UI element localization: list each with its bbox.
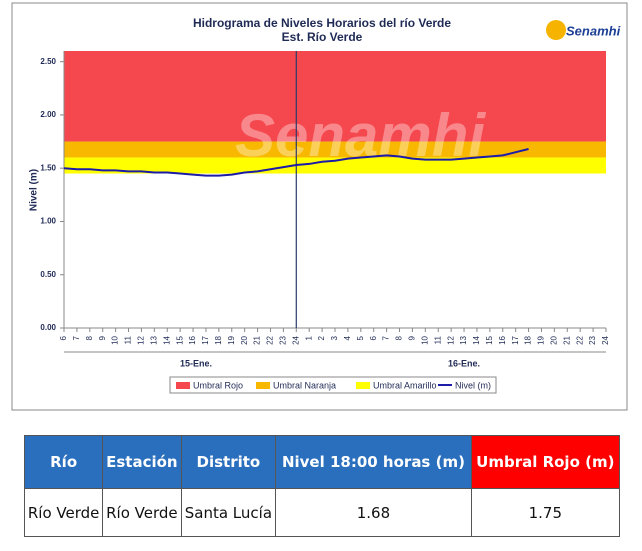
y-tick-label: 1.50: [40, 163, 56, 172]
legend-swatch: [256, 382, 270, 389]
x-tick-label: 21: [562, 335, 571, 344]
chart-subtitle: Est. Río Verde: [282, 30, 363, 44]
x-group-label: 16-Ene.: [448, 358, 480, 368]
x-tick-label: 6: [369, 335, 378, 340]
summary-table: Río Estación Distrito Nivel 18:00 horas …: [23, 435, 621, 537]
x-tick-label: 7: [72, 335, 81, 340]
legend-label: Umbral Amarillo: [373, 380, 437, 390]
table-cell: 1.68: [275, 488, 472, 537]
y-tick-label: 0.00: [40, 323, 56, 332]
threshold-band: [64, 51, 606, 142]
x-tick-label: 9: [98, 335, 107, 340]
header-row: Río Estación Distrito Nivel 18:00 horas …: [23, 435, 621, 489]
level-line: [63, 148, 529, 177]
x-tick-label: 17: [201, 335, 210, 344]
threshold-band: [64, 157, 606, 174]
x-tick-label: 12: [137, 335, 146, 344]
header-cell: Estación: [102, 435, 182, 489]
x-tick-label: 24: [601, 335, 610, 344]
legend-label: Umbral Naranja: [273, 380, 336, 390]
legend-label: Umbral Rojo: [193, 380, 243, 390]
x-tick-label: 23: [588, 335, 597, 344]
x-tick-label: 24: [291, 335, 300, 344]
table-cell: Río Verde: [102, 488, 182, 537]
x-tick-label: 20: [240, 335, 249, 344]
legend-swatch: [176, 382, 190, 389]
x-tick-label: 14: [472, 335, 481, 344]
x-tick-label: 21: [253, 335, 262, 344]
header-cell: Río: [23, 435, 104, 489]
y-tick-label: 2.00: [40, 110, 56, 119]
chart-title: Hidrograma de Niveles Horarios del río V…: [193, 16, 451, 30]
x-tick-label: 19: [227, 335, 236, 344]
x-tick-label: 13: [459, 335, 468, 344]
x-tick-label: 7: [382, 335, 391, 340]
x-tick-label: 2: [317, 335, 326, 340]
x-tick-label: 6: [59, 335, 68, 340]
legend-box: [169, 376, 497, 394]
x-tick-label: 3: [330, 335, 339, 340]
x-tick-label: 12: [446, 335, 455, 344]
x-tick-label: 4: [343, 335, 352, 340]
logo: Senamhi: [566, 23, 621, 38]
y-tick-label: 0.50: [40, 270, 56, 279]
chart: Hidrograma de Niveles Horarios del río V…: [11, 2, 628, 411]
y-tick-label: 2.50: [40, 57, 56, 66]
x-tick-label: 11: [124, 335, 133, 344]
x-tick-label: 16: [498, 335, 507, 344]
threshold-band: [64, 141, 606, 158]
y-tick-label: 1.00: [40, 217, 56, 226]
x-tick-label: 17: [511, 335, 520, 344]
x-tick-label: 23: [278, 335, 287, 344]
logo-sun: [546, 20, 566, 40]
x-tick-label: 10: [420, 335, 429, 344]
table-cell: Santa Lucía: [180, 488, 277, 537]
table-row: Río Verde Río Verde Santa Lucía 1.68 1.7…: [23, 488, 621, 537]
x-tick-label: 22: [266, 335, 275, 344]
x-tick-label: 18: [524, 335, 533, 344]
table-cell: Río Verde: [23, 488, 104, 537]
header-cell: Umbral Rojo (m): [470, 435, 621, 489]
header-cell: Nivel 18:00 horas (m): [275, 435, 472, 489]
x-tick-label: 19: [537, 335, 546, 344]
x-tick-label: 20: [549, 335, 558, 344]
x-tick-label: 15: [485, 335, 494, 344]
x-group-label: 15-Ene.: [180, 358, 212, 368]
x-tick-label: 18: [214, 335, 223, 344]
x-tick-label: 15: [175, 335, 184, 344]
x-tick-label: 1: [304, 335, 313, 340]
x-tick-label: 10: [111, 335, 120, 344]
x-tick-label: 13: [149, 335, 158, 344]
x-tick-label: 14: [162, 335, 171, 344]
y-axis-label: Nivel (m): [29, 169, 40, 211]
table-cell: 1.75: [470, 488, 621, 537]
x-tick-label: 9: [408, 335, 417, 340]
legend-swatch: [356, 382, 370, 389]
x-tick-label: 8: [395, 335, 404, 340]
x-tick-label: 22: [575, 335, 584, 344]
x-tick-label: 11: [433, 335, 442, 344]
x-tick-label: 5: [356, 335, 365, 340]
header-cell: Distrito: [180, 435, 277, 489]
legend-label: Nivel (m): [455, 380, 491, 390]
x-tick-label: 8: [85, 335, 94, 340]
x-tick-label: 16: [188, 335, 197, 344]
